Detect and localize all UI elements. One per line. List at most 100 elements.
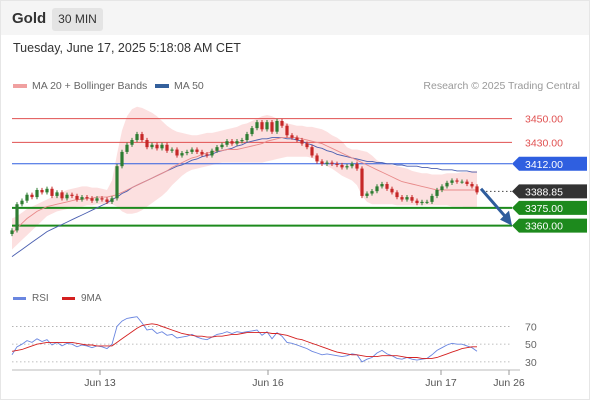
legend-ma20: MA 20 + Bollinger Bands [13,80,147,92]
candle [350,161,354,169]
candle-body [310,147,314,156]
rsi-ma-label: 9MA [81,293,102,304]
candle-body [390,188,394,193]
candle [140,131,144,143]
candle-body [465,181,469,185]
candle-body [375,186,379,192]
candle-body [55,192,59,196]
candle-body [120,151,124,167]
level-tag-3412.00: 3412.00 [512,156,587,171]
candle-body [315,155,319,162]
candle [65,192,69,201]
candle [150,142,154,150]
candle [175,147,179,158]
candle [105,197,109,205]
candle [125,142,129,155]
candle [200,149,204,157]
candle-body [15,204,19,231]
candle-body [140,134,144,141]
candle-body [65,194,69,199]
candle-body [40,189,44,193]
rsi-swatch [13,296,26,300]
candle [410,194,414,203]
research-credit: Research © 2025 Trading Central [423,80,580,92]
candle [430,193,434,205]
candle-body [405,197,409,200]
candle [30,192,34,200]
level-tag-3360.00: 3360.00 [512,218,587,233]
candle-body [430,195,434,202]
candle [360,166,364,199]
candle-body [155,144,159,149]
level-label: 3412.00 [525,159,563,171]
candle-body [290,135,294,138]
candle-body [230,141,234,144]
candle-body [335,163,339,165]
candle-body [225,141,229,145]
candle [290,133,294,140]
timeframe-button[interactable]: 30 MIN [52,8,103,31]
candle [415,198,419,206]
candle-body [180,153,184,156]
candle-body [385,184,389,189]
candle [220,142,224,150]
candle-body [10,230,14,234]
candle-body [445,182,449,187]
rsi-line [11,316,478,363]
candle-body [60,192,64,199]
candle-body [305,143,309,148]
candle [325,160,329,166]
level-tag-3430.00: 3430.00 [525,137,563,149]
candle-body [475,186,479,193]
candle-body [135,134,139,141]
candle [60,190,64,201]
level-label: 3388.85 [525,186,563,198]
candle [210,148,214,158]
candle-body [275,120,279,132]
candle-body [20,200,24,205]
candle [455,178,459,184]
candle-body [415,200,419,204]
candle [100,196,104,202]
candle [285,123,289,138]
candle-body [440,186,444,190]
candle-body [35,189,39,198]
candle-body [110,198,114,202]
candle [265,120,269,132]
candle-body [160,144,164,149]
candle [160,142,164,151]
candle-body [90,198,94,201]
candle [40,187,44,195]
level-label: 3360.00 [525,221,563,233]
candle [245,131,249,143]
candle-body [30,194,34,198]
candle [330,160,334,166]
candle [170,147,174,153]
level-label: 3430.00 [525,137,563,149]
candle-body [205,154,209,156]
candle-body [360,168,364,196]
candle-body [195,149,199,152]
candle-body [320,161,324,164]
candle [315,153,319,164]
candle-body [210,150,214,156]
candle-body [280,120,284,126]
candle-body [25,194,29,201]
candle [450,178,454,185]
candle-body [300,140,304,144]
candle-body [380,184,384,187]
candle [205,152,209,158]
candle [275,118,279,134]
candle [95,196,99,203]
candle [225,139,229,147]
candle-body [45,188,49,193]
ma20-label: MA 20 + Bollinger Bands [32,80,148,92]
candle-body [240,140,244,142]
candle [90,196,94,203]
timestamp: Tuesday, June 17, 2025 5:18:08 AM CET [13,41,241,55]
x-tick-label: Jun 17 [425,377,457,389]
candle [155,142,159,151]
candle [110,196,114,205]
candle [145,137,149,150]
candle [75,193,79,202]
